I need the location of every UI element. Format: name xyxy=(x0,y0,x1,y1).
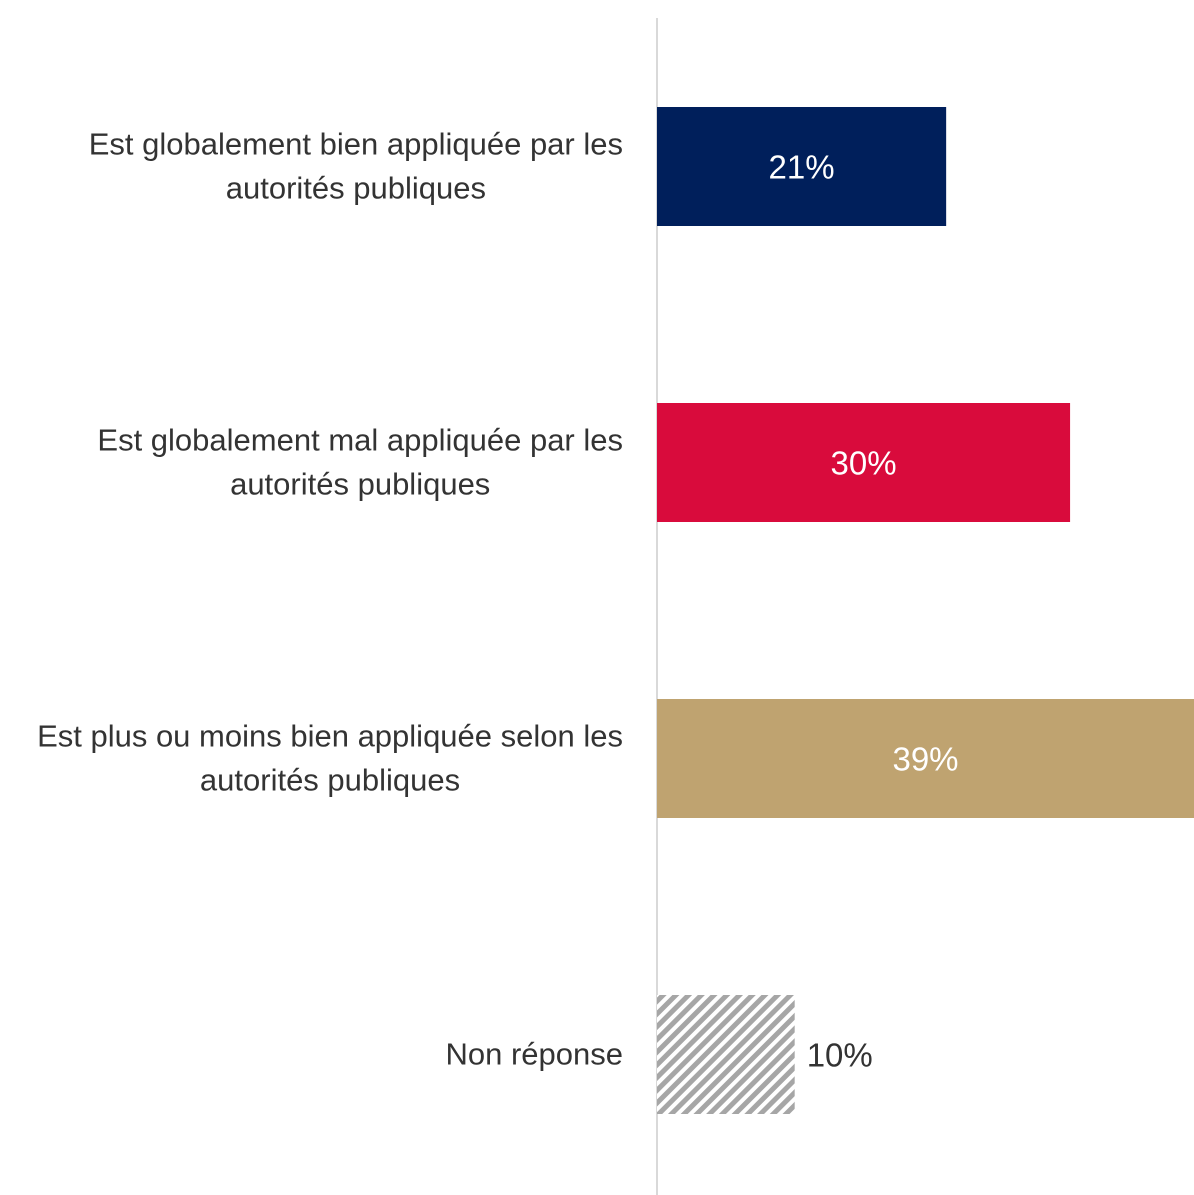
category-label-line: Non réponse xyxy=(445,1037,623,1072)
value-label-4: 10% xyxy=(807,1037,873,1074)
bar-2 xyxy=(657,403,1071,522)
bar-1 xyxy=(657,107,947,226)
category-label-1: Est globalement bien appliquée par les au… xyxy=(89,127,623,206)
bar-3 xyxy=(657,699,1194,818)
category-label-line: Est plus ou moins bien appliquée selon l… xyxy=(37,719,623,754)
value-label-2: 30% xyxy=(831,445,897,482)
category-label-3: Est plus ou moins bien appliquée selon l… xyxy=(37,719,623,798)
value-label-1: 21% xyxy=(769,149,835,186)
category-label-line: Est globalement mal appliquée par les xyxy=(97,423,623,458)
category-label-line: autorités publiques xyxy=(226,171,486,206)
category-label-4: Non réponse xyxy=(445,1037,623,1072)
category-label-line: autorités publiques xyxy=(200,763,460,798)
category-label-2: Est globalement mal appliquée par les aut… xyxy=(97,423,623,502)
bar-4 xyxy=(657,995,795,1114)
category-label-line: autorités publiques xyxy=(230,467,490,502)
category-label-line: Est globalement bien appliquée par les xyxy=(89,127,623,162)
value-label-3: 39% xyxy=(892,741,958,778)
